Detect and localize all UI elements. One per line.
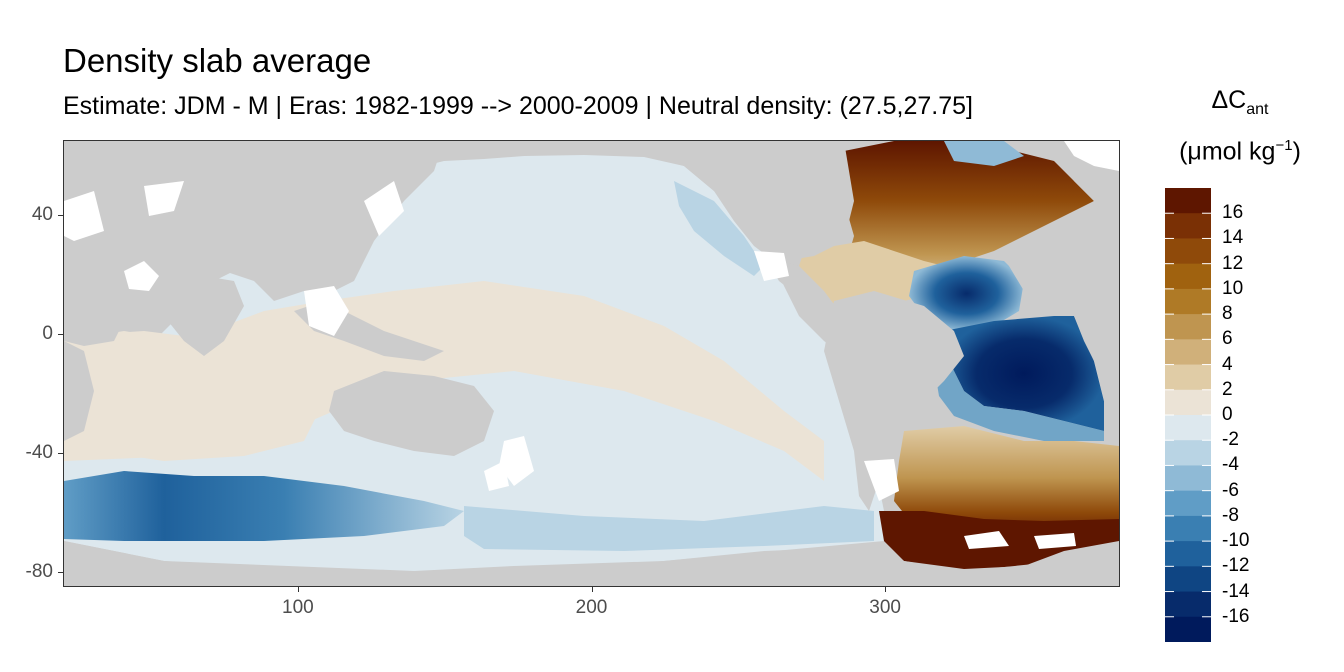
nodata-patch	[864, 459, 899, 501]
legend-color-step	[1165, 238, 1211, 265]
legend-units-suffix: )	[1292, 137, 1301, 166]
map-canvas	[64, 141, 1119, 586]
indian-ocean-beige	[64, 331, 324, 461]
nodata-patch	[754, 251, 789, 281]
legend-color-step	[1165, 314, 1211, 340]
legend-label: -8	[1222, 504, 1239, 526]
southern-ocean-light	[464, 506, 874, 551]
x-tick-label: 300	[869, 597, 901, 618]
legend-color-step	[1165, 188, 1211, 214]
page-title: Density slab average	[63, 42, 372, 79]
legend-colorbar	[1165, 188, 1211, 642]
page-subtitle: Estimate: JDM - M | Eras: 1982-1999 --> …	[63, 92, 973, 120]
legend-label: 2	[1222, 378, 1233, 400]
x-tick-mark	[591, 587, 593, 592]
legend-title-main: ΔC	[1211, 86, 1247, 114]
atlantic-blue-north	[909, 256, 1024, 331]
nodata-patch	[484, 461, 509, 491]
legend-label: -4	[1222, 454, 1239, 476]
subpolar-blue	[944, 141, 1024, 166]
x-tick-label: 200	[575, 597, 608, 618]
x-tick-mark	[885, 587, 887, 592]
y-tick-label: 40	[31, 203, 53, 225]
legend-color-step	[1165, 591, 1211, 618]
legend-color-step	[1165, 616, 1211, 642]
y-tick-mark	[58, 214, 63, 216]
y-tick-mark	[58, 452, 63, 454]
legend-label: -6	[1222, 479, 1239, 501]
legend-label: 16	[1222, 202, 1244, 224]
legend-title-sub: ant	[1246, 101, 1269, 118]
legend-label: -12	[1222, 555, 1250, 577]
legend-color-step	[1165, 263, 1211, 290]
legend-label: -2	[1222, 429, 1239, 451]
australia-land	[329, 371, 494, 456]
arabia-land	[64, 301, 124, 346]
atlantic-blue-halo	[934, 361, 1104, 441]
nodata-patch	[499, 436, 534, 486]
nodata-patch	[144, 181, 184, 216]
legend-color-step	[1165, 339, 1211, 366]
y-tick-label: -80	[25, 561, 53, 583]
legend-color-step	[1165, 465, 1211, 492]
legend-label: 4	[1222, 353, 1233, 375]
north-atlantic-brown	[844, 141, 1094, 291]
nodata-patch	[364, 181, 404, 236]
legend-label: -14	[1222, 580, 1250, 602]
south-america-land	[824, 291, 964, 511]
asia-land	[64, 141, 444, 311]
legend-color-step	[1165, 541, 1211, 567]
legend-units-sup: −1	[1275, 137, 1293, 154]
south-atlantic-brown	[894, 426, 1119, 541]
legend-color-step	[1165, 490, 1211, 517]
y-tick-mark	[58, 572, 63, 574]
x-tick-mark	[297, 587, 299, 592]
legend-color-step	[1165, 213, 1211, 239]
nodata-patch	[964, 531, 1009, 549]
y-tick-mark	[58, 333, 63, 335]
legend-color-step	[1165, 364, 1211, 391]
india-land	[154, 276, 244, 356]
nodata-patch	[124, 261, 159, 291]
y-tick-label: 0	[42, 322, 53, 344]
legend-color-step	[1165, 389, 1211, 416]
legend-label: 10	[1222, 277, 1244, 299]
legend-color-step	[1165, 515, 1211, 542]
x-tick-label: 100	[282, 597, 314, 618]
north-pacific-blue-patch	[674, 181, 764, 276]
legend-units-prefix: (μmol kg	[1179, 137, 1276, 166]
legend-color-step	[1165, 415, 1211, 441]
legend-label: 6	[1222, 328, 1233, 350]
legend-label: -16	[1222, 605, 1250, 627]
legend-label: 12	[1222, 252, 1244, 274]
map-panel	[63, 140, 1120, 587]
legend-units: (μmol kg−1)	[1150, 137, 1330, 166]
atlantic-blue-core	[944, 316, 1104, 431]
nodata-patch	[1064, 141, 1119, 171]
y-tick-label: -40	[25, 441, 53, 463]
antarctica-land	[64, 541, 1119, 586]
legend-label: 0	[1222, 404, 1233, 425]
legend-label: 8	[1222, 303, 1233, 325]
nodata-patch	[1034, 533, 1076, 549]
legend-color-step	[1165, 440, 1211, 466]
legend-color-step	[1165, 288, 1211, 315]
legend-label: 14	[1222, 227, 1244, 249]
africa-land	[1009, 241, 1119, 441]
nodata-patch	[304, 286, 349, 336]
nodata-patch	[64, 191, 104, 241]
north-america-land	[614, 141, 854, 261]
legend-color-step	[1165, 566, 1211, 593]
legend-title: ΔCant	[1150, 86, 1330, 119]
east-africa-land	[64, 341, 94, 441]
southern-ocean-blue	[64, 471, 464, 541]
legend-label: -10	[1222, 530, 1250, 552]
